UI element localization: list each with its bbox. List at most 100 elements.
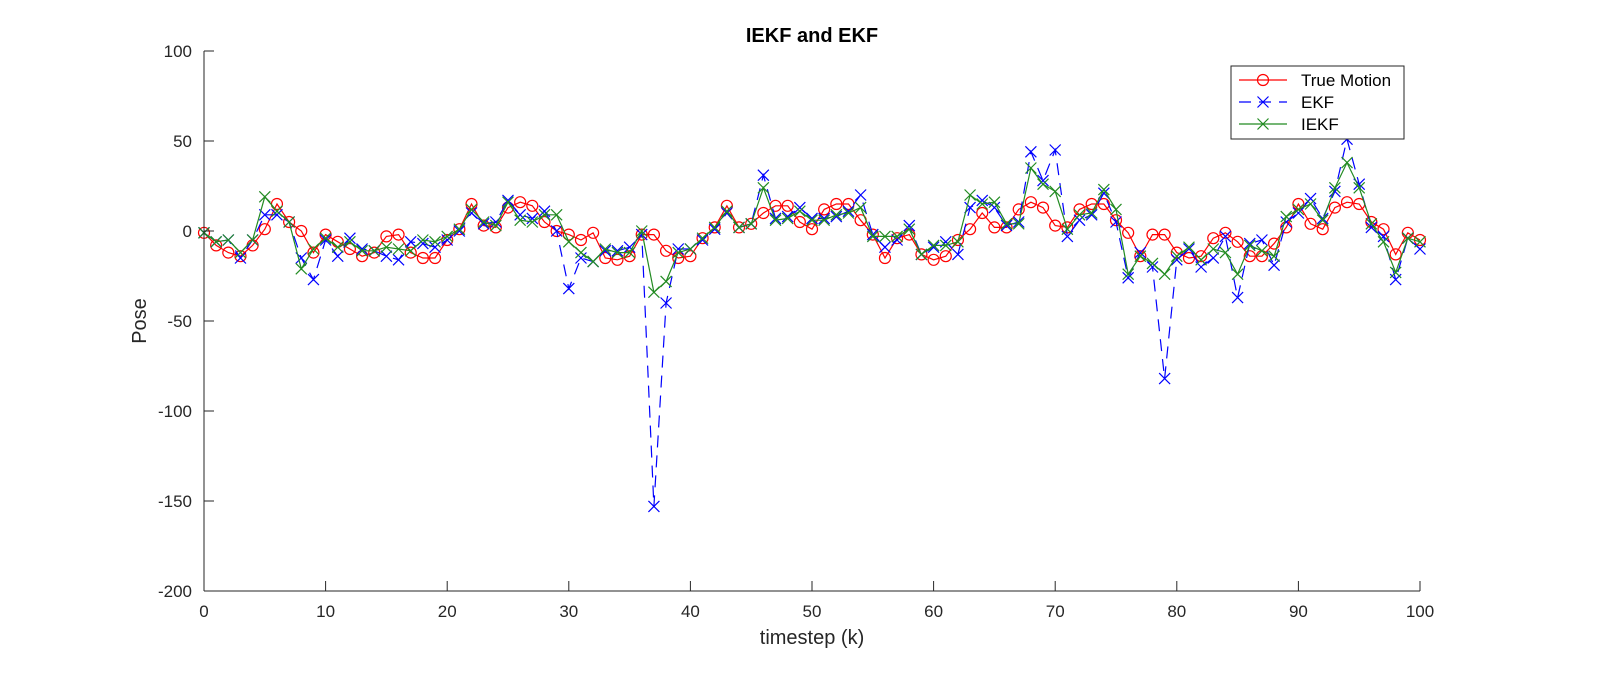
data-point <box>453 223 466 236</box>
data-point <box>1012 217 1025 230</box>
data-point <box>951 233 965 247</box>
data-point <box>1122 271 1135 284</box>
data-point <box>805 223 819 236</box>
data-point <box>1195 250 1208 263</box>
data-point <box>1000 219 1013 232</box>
data-point <box>818 212 831 225</box>
data-point <box>453 225 466 237</box>
data-point <box>951 248 964 261</box>
legend-entry: IEKF <box>1239 115 1339 134</box>
data-point <box>647 500 660 513</box>
data-point <box>1231 235 1244 248</box>
data-point <box>502 196 514 209</box>
y-axis-label: Pose <box>129 298 151 344</box>
series-iekf <box>198 156 1426 299</box>
data-point <box>793 201 806 214</box>
data-point <box>356 243 369 255</box>
data-point <box>1146 228 1159 241</box>
data-point <box>562 235 575 248</box>
data-point <box>271 208 283 221</box>
data-point <box>343 242 357 256</box>
data-point <box>1170 250 1183 263</box>
legend-entry: True Motion <box>1239 71 1391 90</box>
data-point <box>1231 268 1244 281</box>
data-point <box>599 244 612 257</box>
data-point <box>1304 198 1317 210</box>
data-point <box>903 223 916 236</box>
data-point <box>258 190 271 203</box>
data-point <box>623 250 636 263</box>
data-point <box>854 189 867 201</box>
data-point <box>441 233 454 247</box>
data-point <box>550 208 563 221</box>
data-point <box>976 206 989 220</box>
series-line <box>203 161 1421 294</box>
data-point <box>1292 203 1305 216</box>
data-point <box>514 214 527 227</box>
data-point <box>1268 259 1281 272</box>
legend-label: True Motion <box>1301 71 1391 90</box>
data-point <box>635 228 648 241</box>
data-point <box>392 228 405 241</box>
data-point <box>1036 201 1050 214</box>
legend-marker <box>1257 96 1269 108</box>
data-point <box>1280 216 1293 228</box>
data-point <box>1109 214 1123 227</box>
data-point <box>331 241 344 254</box>
data-point <box>611 244 624 257</box>
data-point <box>1255 244 1268 257</box>
data-point <box>818 203 831 216</box>
legend-marker <box>1257 118 1269 130</box>
data-point <box>988 196 1001 209</box>
data-point <box>891 230 904 243</box>
data-point <box>380 241 393 254</box>
data-point <box>830 208 843 221</box>
data-point <box>538 208 551 221</box>
data-point <box>1243 250 1256 263</box>
data-point <box>708 223 721 236</box>
data-point <box>915 248 928 261</box>
data-point <box>343 232 356 245</box>
x-tick-label: 20 <box>438 602 457 621</box>
series-true-motion <box>197 196 1427 266</box>
data-point <box>599 243 612 255</box>
data-point <box>502 194 514 207</box>
data-point <box>526 216 539 228</box>
data-point <box>793 205 806 218</box>
data-point <box>1073 208 1086 221</box>
data-point <box>951 235 964 248</box>
data-point <box>939 250 952 263</box>
data-point <box>1085 208 1098 221</box>
series-layer <box>197 133 1427 513</box>
data-point <box>1158 268 1171 281</box>
data-point <box>575 246 587 259</box>
data-point <box>1243 239 1256 252</box>
data-point <box>210 239 223 252</box>
data-point <box>611 246 624 259</box>
data-point <box>1146 261 1159 273</box>
data-point <box>781 199 794 212</box>
data-point <box>672 246 685 259</box>
data-point <box>441 234 454 246</box>
data-point <box>927 239 940 252</box>
data-point <box>757 169 770 182</box>
data-point <box>988 201 1001 214</box>
data-point <box>356 244 369 257</box>
x-tick-label: 60 <box>924 602 943 621</box>
data-point <box>696 234 709 246</box>
data-point <box>623 246 636 259</box>
y-tick-label: -50 <box>167 312 192 331</box>
data-point <box>465 207 478 219</box>
data-point <box>477 216 490 228</box>
data-point <box>1207 252 1220 264</box>
data-point <box>745 217 758 230</box>
data-point <box>1000 217 1013 230</box>
data-point <box>538 215 551 229</box>
data-point <box>1134 250 1147 263</box>
data-point <box>1073 214 1086 227</box>
data-point <box>343 235 356 248</box>
data-point <box>1110 203 1122 216</box>
data-point <box>404 244 417 257</box>
data-point <box>1401 232 1414 245</box>
